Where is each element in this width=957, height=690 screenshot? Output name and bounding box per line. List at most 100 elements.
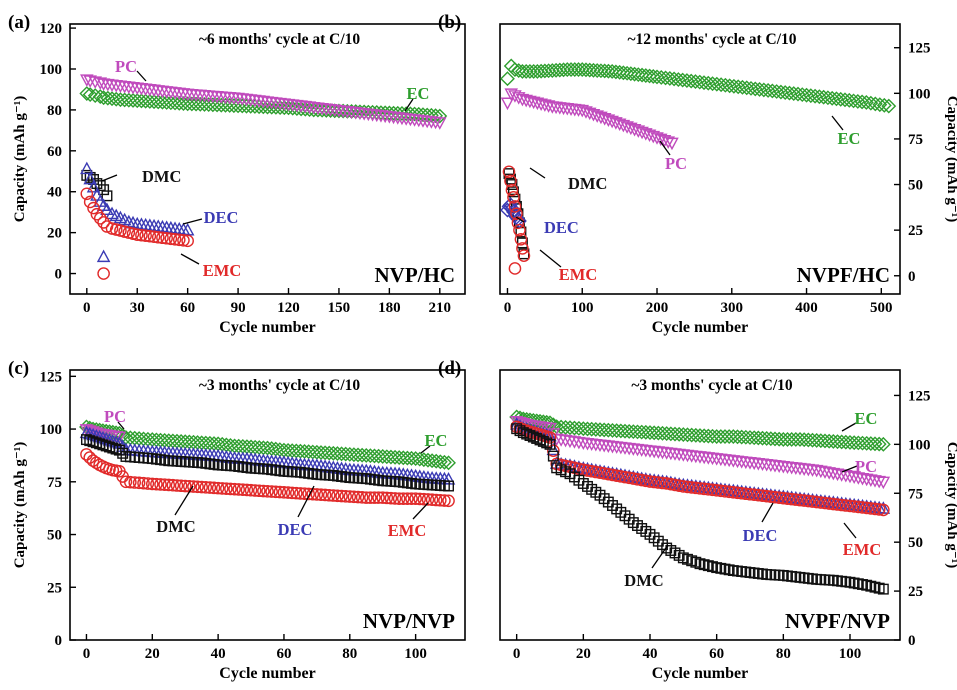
data-point-ec: [537, 63, 553, 79]
data-point-ec: [556, 62, 571, 78]
data-point-emc: [181, 234, 194, 248]
annotation-leader: [831, 115, 844, 131]
data-point-ec: [129, 93, 145, 109]
data-point-ec: [642, 425, 658, 441]
data-point-emc: [322, 488, 336, 502]
data-point-ec: [87, 88, 103, 104]
data-point-ec: [747, 81, 763, 97]
data-point-ec: [794, 87, 810, 103]
x-tick-label: 20: [145, 646, 160, 662]
data-point-emc: [504, 174, 517, 188]
data-point-emc: [581, 464, 594, 477]
data-point-ec: [544, 63, 560, 78]
data-point-emc: [220, 482, 233, 495]
data-point-emc: [516, 242, 529, 255]
data-point-emc: [83, 195, 97, 209]
data-point-pc: [534, 98, 548, 111]
data-point-ec: [834, 434, 850, 450]
data-point-pc: [93, 77, 108, 90]
data-point-pc: [872, 475, 886, 489]
data-point-ec: [692, 74, 708, 90]
data-point-emc: [793, 493, 807, 507]
data-point-ec: [518, 64, 534, 79]
data-point-pc: [809, 464, 824, 478]
data-point-emc: [743, 487, 757, 501]
data-point-ec: [655, 425, 670, 441]
cell-label: NVP/NVP: [363, 609, 455, 633]
data-point-ec: [646, 425, 662, 441]
data-point-ec: [562, 420, 578, 436]
x-tick-label: 40: [211, 646, 226, 662]
series-label-dmc: DMC: [624, 571, 663, 590]
data-point-emc: [187, 480, 200, 493]
data-point-ec: [771, 431, 787, 447]
data-point-emc: [368, 491, 381, 504]
y-tick-label: 0: [908, 633, 916, 649]
data-point-emc: [396, 492, 410, 505]
data-point-emc: [376, 491, 390, 504]
data-point-ec: [872, 97, 888, 113]
data-point-emc: [294, 487, 307, 500]
series-pc: [80, 74, 447, 130]
data-point-ec: [379, 449, 395, 465]
data-point-emc: [802, 494, 815, 508]
data-point-emc: [547, 444, 560, 458]
data-point-ec: [625, 424, 641, 440]
data-point-emc: [593, 466, 607, 480]
data-point-emc: [355, 491, 369, 504]
data-point-pc: [864, 474, 878, 487]
data-point-ec: [855, 435, 870, 451]
data-point-pc: [826, 467, 841, 481]
data-point-ec: [721, 429, 737, 444]
data-point-ec: [649, 69, 665, 85]
x-axis-label: Cycle number: [219, 665, 315, 682]
data-point-emc: [502, 165, 516, 179]
data-point-ec: [755, 430, 770, 446]
series-label-dec: DEC: [278, 520, 313, 539]
series-label-pc: PC: [115, 57, 137, 76]
data-point-emc: [752, 488, 765, 502]
data-point-ec: [750, 430, 766, 446]
data-point-emc: [722, 485, 736, 499]
data-point-emc: [215, 482, 229, 495]
data-point-emc: [789, 493, 803, 506]
data-point-ec: [773, 84, 789, 100]
data-point-ec: [383, 449, 399, 465]
data-point-ec: [722, 78, 738, 94]
data-point-ec: [313, 445, 329, 460]
data-point-emc: [868, 502, 882, 516]
data-point-ec: [638, 424, 654, 440]
data-point-emc: [401, 492, 414, 505]
data-point-emc: [359, 491, 373, 504]
y-tick-label: 25: [47, 580, 62, 596]
data-point-emc: [281, 486, 295, 499]
data-point-emc: [668, 478, 682, 492]
data-point-emc: [517, 249, 531, 262]
data-point-dec: [96, 249, 111, 263]
data-point-ec: [803, 88, 819, 104]
cell-label: NVP/HC: [375, 263, 456, 287]
data-point-emc: [343, 490, 357, 503]
data-point-emc: [277, 486, 291, 499]
data-point-ec: [816, 89, 832, 105]
data-point-ec: [432, 108, 448, 124]
data-point-ec: [541, 63, 557, 79]
data-point-ec: [206, 436, 222, 451]
data-point-ec: [829, 91, 844, 107]
data-point-ec: [759, 431, 775, 446]
data-point-emc: [195, 480, 208, 494]
series-emc: [502, 165, 531, 275]
data-point-emc: [364, 491, 377, 504]
y-tick-label: 125: [40, 369, 63, 385]
data-point-ec: [617, 423, 633, 439]
annotation-leader: [659, 140, 671, 156]
data-point-dmc: [547, 450, 559, 462]
data-point-emc: [872, 503, 886, 516]
panel-d: 0 20 40 60 80 100 0 25 50 75 100 125 Cycle number Cap…: [438, 358, 957, 682]
data-point-ec: [592, 422, 608, 438]
data-point-pc: [843, 470, 857, 484]
data-point-ec: [756, 82, 772, 98]
x-tick-label: 60: [276, 646, 291, 662]
y-tick-label: 75: [908, 486, 923, 502]
annotation-leader: [761, 502, 774, 523]
